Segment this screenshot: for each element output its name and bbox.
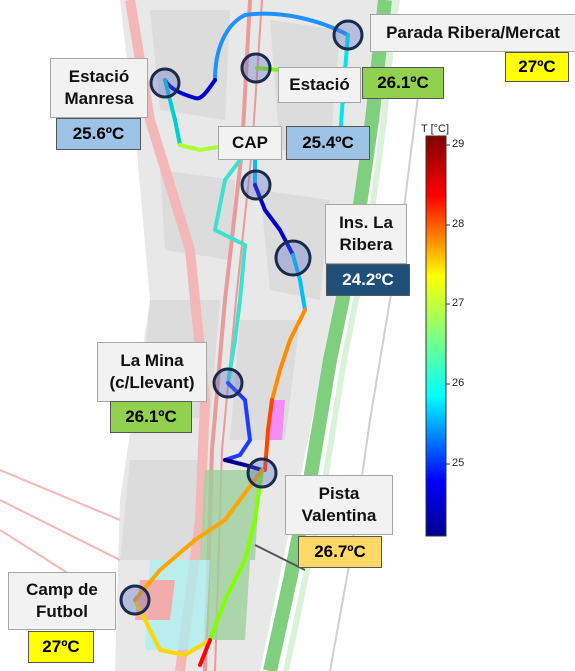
marker-ins-la-ribera xyxy=(274,239,312,277)
building-blocks xyxy=(150,10,230,120)
marker-la-mina xyxy=(212,367,244,399)
label-la-mina-line2: (c/Llevant) xyxy=(109,373,195,392)
temp-cap: 25.4ºC xyxy=(286,126,370,160)
label-ins-la-ribera-line2: Ribera xyxy=(339,235,393,254)
marker-pista-valentina xyxy=(246,457,278,489)
marker-camp-de-futbol xyxy=(119,584,151,616)
label-la-mina: La Mina (c/Llevant) xyxy=(97,342,207,402)
leader-line xyxy=(254,544,306,571)
label-la-mina-line1: La Mina xyxy=(120,351,184,370)
temp-parada-ribera: 27ºC xyxy=(505,52,569,82)
temp-ins-la-ribera: 24.2ºC xyxy=(326,264,410,296)
colorbar-tick-29: 29 xyxy=(452,138,465,150)
label-ins-la-ribera: Ins. La Ribera xyxy=(325,204,407,264)
colorbar-tick-27: 27 xyxy=(452,297,465,309)
label-cap: CAP xyxy=(218,126,282,160)
temp-camp-de-futbol: 27ºC xyxy=(28,631,94,663)
label-estacio: Estació xyxy=(278,67,361,103)
marker-estacio-manresa xyxy=(149,67,181,99)
marker-estacio xyxy=(240,52,272,84)
station-markers xyxy=(119,19,364,616)
temp-estacio: 26.1ºC xyxy=(362,67,444,99)
colorbar-tick-28: 28 xyxy=(452,218,465,230)
label-pista-valentina: Pista Valentina xyxy=(285,475,393,535)
label-parada-ribera: Parada Ribera/Mercat xyxy=(370,14,575,52)
label-estacio-manresa-line2: Manresa xyxy=(64,89,134,108)
label-camp-de-futbol-line2: Futbol xyxy=(36,602,88,621)
label-camp-de-futbol: Camp de Futbol xyxy=(8,572,116,630)
marker-parada-ribera xyxy=(332,19,364,51)
label-estacio-manresa-line1: Estació xyxy=(68,67,130,86)
label-ins-la-ribera-line1: Ins. La xyxy=(339,213,393,232)
label-pista-valentina-line2: Valentina xyxy=(301,506,377,525)
measurement-route xyxy=(133,11,350,667)
temp-la-mina: 26.1ºC xyxy=(110,401,192,433)
river xyxy=(263,0,392,671)
temp-estacio-manresa: 25.6ºC xyxy=(56,118,141,150)
colorbar xyxy=(425,135,447,537)
colorbar-tick-25: 25 xyxy=(452,457,465,469)
label-camp-de-futbol-line1: Camp de xyxy=(26,580,98,599)
colorbar-tick-26: 26 xyxy=(452,377,465,389)
temp-pista-valentina: 26.7ºC xyxy=(298,536,382,568)
label-estacio-manresa: Estació Manresa xyxy=(50,58,148,118)
label-pista-valentina-line1: Pista xyxy=(318,484,360,503)
marker-cap xyxy=(240,169,272,201)
colorbar-ticks xyxy=(446,144,450,465)
colorbar-title: T [°C] xyxy=(421,123,450,135)
